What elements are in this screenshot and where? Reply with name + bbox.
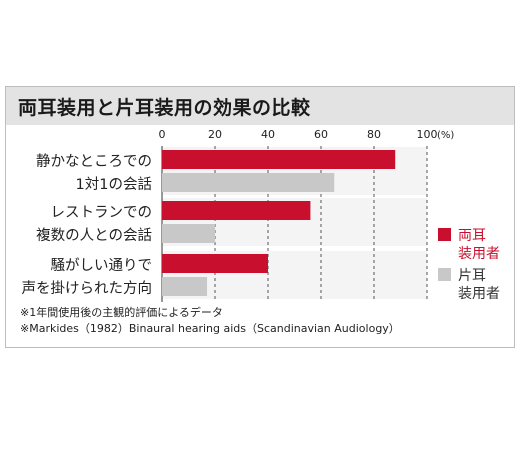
bar-monaural-3 bbox=[162, 277, 208, 296]
legend-label-2: 装用者 bbox=[458, 286, 500, 302]
chart-title: 両耳装用と片耳装用の効果の比較 bbox=[18, 96, 311, 119]
category-label-3: 声を掛けられた方向 bbox=[22, 279, 153, 297]
bar-binaural-3 bbox=[162, 254, 268, 273]
x-tick-label: 100 bbox=[417, 128, 438, 141]
legend-label-1: 両耳 bbox=[458, 228, 486, 244]
bar-monaural-1 bbox=[162, 173, 335, 192]
bar-binaural-2 bbox=[162, 201, 311, 220]
footnotes: ※1年間使用後の主観的評価によるデータ ※Markides（1982）Binau… bbox=[20, 305, 400, 337]
legend-label-2: 片耳 bbox=[458, 268, 486, 284]
chart-frame: 両耳装用と片耳装用の効果の比較 bbox=[5, 86, 515, 348]
x-unit-label: (%) bbox=[437, 130, 454, 141]
x-tick-label: 80 bbox=[367, 128, 381, 141]
footnote-2: ※Markides（1982）Binaural hearing aids（Sca… bbox=[20, 322, 400, 335]
category-label-1: 静かなところでの bbox=[36, 153, 152, 170]
legend-swatch-2 bbox=[438, 268, 451, 281]
legend-label-1: 装用者 bbox=[458, 246, 500, 262]
category-label-2: レストランでの bbox=[51, 205, 153, 221]
category-label-2: 複数の人との会話 bbox=[36, 227, 152, 244]
x-tick-label: 20 bbox=[208, 128, 222, 141]
x-tick-label: 0 bbox=[159, 128, 166, 141]
category-label-3: 騒がしい通りで bbox=[51, 257, 153, 274]
footnote-1: ※1年間使用後の主観的評価によるデータ bbox=[20, 306, 223, 319]
title-band: 両耳装用と片耳装用の効果の比較 bbox=[6, 87, 514, 125]
bar-binaural-1 bbox=[162, 150, 396, 169]
category-label-1: 1対1の会話 bbox=[76, 176, 152, 193]
bar-monaural-2 bbox=[162, 224, 215, 243]
x-tick-label: 40 bbox=[261, 128, 275, 141]
legend-swatch-1 bbox=[438, 228, 451, 241]
x-tick-label: 60 bbox=[314, 128, 328, 141]
